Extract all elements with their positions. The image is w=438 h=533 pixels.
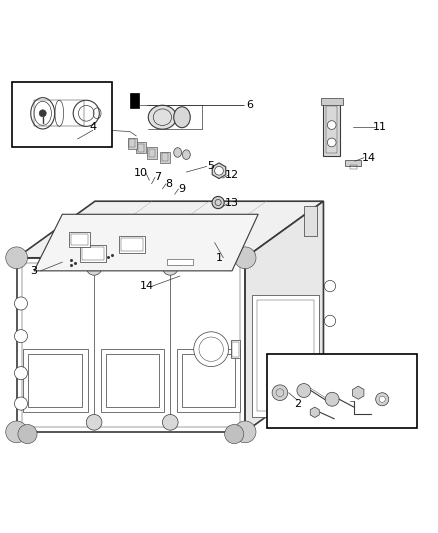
Circle shape	[215, 166, 223, 175]
Circle shape	[327, 120, 336, 130]
Bar	[162, 154, 168, 161]
Text: 11: 11	[373, 122, 387, 132]
Text: 13: 13	[225, 198, 239, 208]
Bar	[129, 140, 135, 147]
Bar	[34, 100, 84, 126]
Bar	[167, 259, 193, 265]
Circle shape	[14, 397, 28, 410]
Text: 1: 1	[215, 253, 223, 263]
Circle shape	[234, 247, 256, 269]
Circle shape	[272, 385, 288, 400]
Bar	[252, 295, 319, 417]
Text: 2: 2	[294, 399, 301, 409]
Circle shape	[6, 421, 28, 443]
Circle shape	[225, 424, 244, 443]
Text: 12: 12	[225, 170, 239, 180]
Ellipse shape	[174, 148, 182, 157]
Bar	[130, 93, 139, 108]
Polygon shape	[17, 258, 245, 432]
Bar	[326, 106, 337, 153]
Text: 7: 7	[155, 172, 162, 182]
Circle shape	[324, 357, 336, 368]
Circle shape	[194, 332, 229, 367]
Bar	[323, 103, 340, 156]
Circle shape	[86, 260, 102, 275]
Circle shape	[376, 393, 389, 406]
Text: 10: 10	[134, 168, 148, 178]
Bar	[23, 349, 88, 413]
Bar	[321, 98, 343, 105]
Ellipse shape	[174, 107, 190, 128]
Bar	[82, 247, 104, 260]
Text: 14: 14	[140, 281, 154, 291]
Polygon shape	[245, 201, 323, 432]
Bar	[71, 235, 88, 245]
Ellipse shape	[152, 245, 182, 254]
Bar	[80, 245, 106, 262]
Circle shape	[327, 138, 336, 147]
Bar	[177, 349, 240, 413]
Circle shape	[379, 396, 385, 402]
Circle shape	[234, 421, 256, 443]
Circle shape	[14, 329, 28, 343]
Bar	[345, 160, 361, 166]
Bar	[304, 206, 317, 236]
Bar	[232, 342, 239, 357]
Bar	[119, 236, 145, 254]
Circle shape	[307, 368, 326, 387]
Bar	[101, 349, 164, 413]
Text: 14: 14	[362, 152, 376, 163]
Polygon shape	[34, 214, 258, 271]
Bar	[149, 149, 155, 157]
Bar	[28, 354, 82, 407]
Bar	[136, 142, 146, 154]
Circle shape	[324, 315, 336, 327]
Ellipse shape	[183, 150, 190, 159]
Text: 8: 8	[166, 179, 173, 189]
Bar	[350, 165, 357, 168]
Bar	[138, 144, 144, 151]
Bar	[182, 354, 235, 407]
Bar	[12, 82, 113, 147]
Circle shape	[297, 384, 311, 398]
Text: 9: 9	[178, 184, 186, 194]
Bar	[127, 138, 137, 149]
Circle shape	[14, 367, 28, 379]
Bar	[267, 353, 417, 427]
Bar	[69, 232, 90, 247]
Text: 5: 5	[207, 161, 214, 172]
Circle shape	[39, 110, 46, 117]
Circle shape	[162, 260, 178, 275]
Circle shape	[86, 415, 102, 430]
Text: 3: 3	[31, 266, 38, 276]
Circle shape	[324, 398, 336, 409]
Ellipse shape	[148, 105, 177, 129]
Bar	[231, 341, 240, 358]
Circle shape	[199, 337, 223, 361]
Circle shape	[14, 297, 28, 310]
Text: 4: 4	[89, 122, 96, 132]
Bar	[147, 147, 157, 158]
Circle shape	[6, 247, 28, 269]
Bar	[257, 300, 314, 411]
Polygon shape	[17, 201, 323, 258]
Circle shape	[212, 197, 224, 208]
Circle shape	[18, 424, 37, 443]
Bar	[121, 238, 143, 251]
Bar	[160, 151, 170, 163]
Circle shape	[162, 415, 178, 430]
Bar	[106, 354, 159, 407]
Text: 6: 6	[246, 100, 253, 110]
Circle shape	[324, 280, 336, 292]
Circle shape	[325, 392, 339, 406]
